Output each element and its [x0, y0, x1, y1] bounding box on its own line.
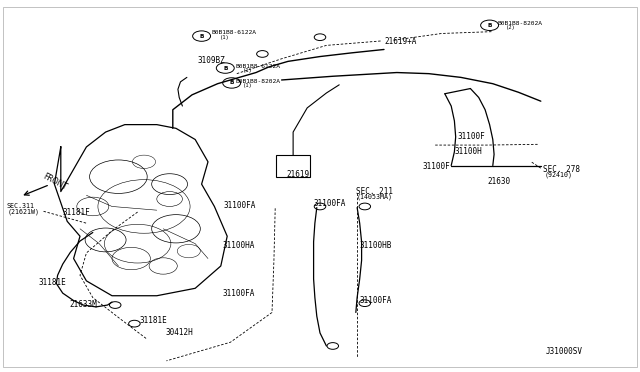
Circle shape	[129, 320, 140, 327]
Text: (92410): (92410)	[545, 171, 573, 178]
Text: 31100F: 31100F	[458, 132, 485, 141]
Text: 3109BZ: 3109BZ	[197, 56, 225, 65]
Text: 21619+A: 21619+A	[384, 37, 417, 46]
Text: 31100FA: 31100FA	[360, 296, 392, 305]
Text: J31000SV: J31000SV	[545, 347, 582, 356]
Text: 21630: 21630	[488, 177, 511, 186]
Text: (2): (2)	[506, 25, 515, 30]
Text: B: B	[200, 33, 204, 39]
Circle shape	[314, 203, 326, 210]
Text: (1): (1)	[243, 83, 253, 88]
Text: 31100HA: 31100HA	[222, 241, 255, 250]
Text: SEC. 278: SEC. 278	[543, 165, 580, 174]
Text: 31100F: 31100F	[422, 162, 450, 171]
Text: 31100FA: 31100FA	[314, 199, 346, 208]
Text: B: B	[223, 65, 227, 71]
Circle shape	[109, 302, 121, 308]
Text: FRONT: FRONT	[42, 172, 68, 192]
Text: 21633M: 21633M	[69, 300, 97, 309]
Text: B0B1B8-8202A: B0B1B8-8202A	[498, 20, 543, 26]
Text: 31100FA: 31100FA	[223, 201, 256, 210]
Text: B: B	[488, 23, 492, 28]
Text: (1): (1)	[220, 35, 229, 40]
Text: 21619: 21619	[287, 170, 310, 179]
Text: B0B1B8-8202A: B0B1B8-8202A	[236, 78, 280, 84]
Text: (1): (1)	[243, 68, 253, 73]
Text: 31100HB: 31100HB	[360, 241, 392, 250]
Circle shape	[314, 34, 326, 41]
Text: B: B	[230, 80, 234, 86]
Text: SEC.311: SEC.311	[6, 203, 35, 209]
Circle shape	[359, 300, 371, 307]
Text: 31181F: 31181F	[63, 208, 90, 217]
Text: B0B1B8-6122A: B0B1B8-6122A	[211, 30, 256, 35]
Text: 31100H: 31100H	[454, 147, 482, 156]
Text: SEC. 211: SEC. 211	[356, 187, 393, 196]
Text: (14053MA): (14053MA)	[357, 194, 393, 201]
Text: B0B1B8-6122A: B0B1B8-6122A	[236, 64, 280, 69]
Text: (21621W): (21621W)	[8, 208, 40, 215]
Circle shape	[359, 203, 371, 210]
Circle shape	[327, 343, 339, 349]
Text: 31100FA: 31100FA	[222, 289, 255, 298]
Circle shape	[257, 51, 268, 57]
Text: 31181E: 31181E	[140, 316, 167, 325]
Text: 30412H: 30412H	[165, 328, 193, 337]
Bar	[276, 155, 310, 177]
Text: 31181E: 31181E	[38, 278, 66, 287]
